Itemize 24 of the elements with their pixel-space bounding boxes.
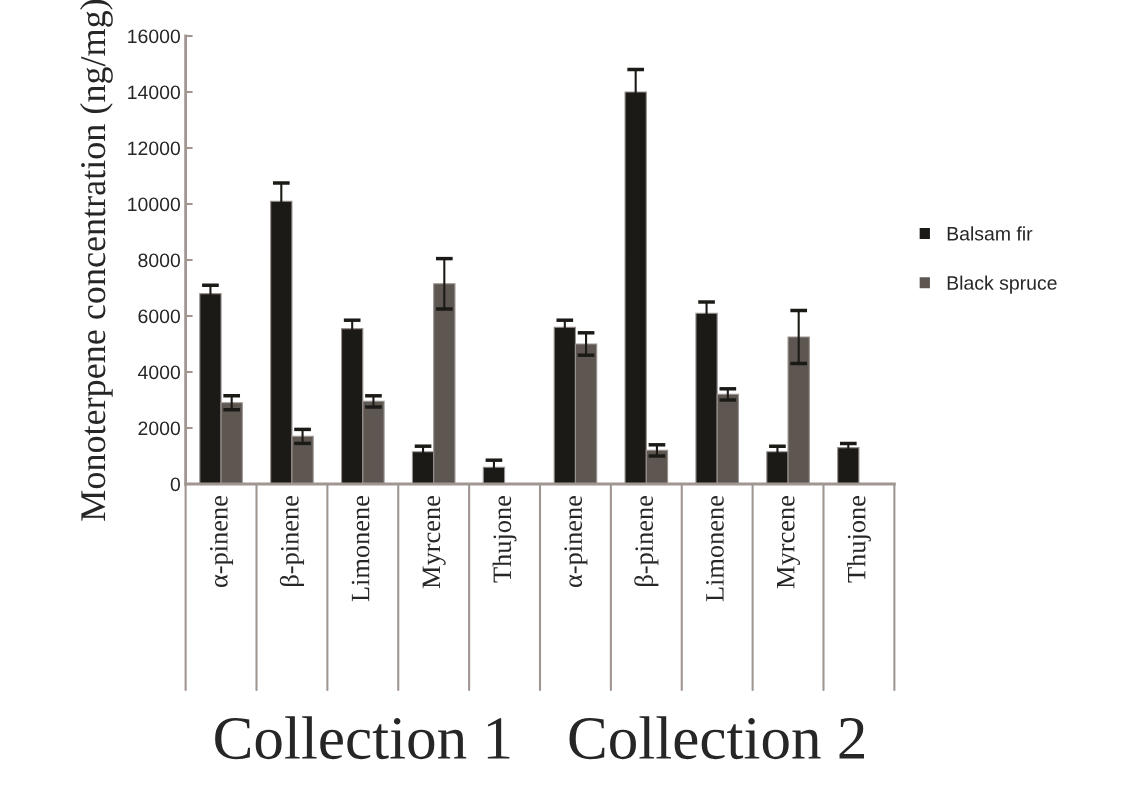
x-tick-label: β-pinene [279, 496, 305, 586]
y-tick-label: 6000 [138, 309, 181, 324]
y-tick-label: 4000 [137, 365, 181, 380]
x-tick-label: Thujone [846, 496, 871, 583]
y-tick-label: 8000 [138, 253, 181, 268]
x-tick-label: Myrcene [777, 496, 801, 589]
y-tick-label: 0 [170, 477, 180, 492]
y-tick-label: 16000 [128, 29, 181, 44]
y-tick-label: 10000 [128, 197, 181, 212]
x-tick-label: Myrcene [422, 496, 446, 589]
x-tick-label: Thujone [492, 496, 517, 583]
y-axis-title: Monoterpene concentration (ng/mg) [79, 0, 113, 521]
x-tick-label: Limonene [706, 496, 724, 602]
legend-label: Balsam fir [947, 226, 1033, 241]
x-tick-label: Limonene [351, 496, 370, 602]
legend-label: Black spruce [947, 275, 1057, 294]
y-tick-label: 14000 [128, 85, 181, 100]
text: Collection 1 [215, 716, 510, 760]
y-tick-label: 2000 [138, 421, 181, 436]
x-tick-label: α-pinene [564, 496, 588, 588]
x-tick-label: β-pinene [634, 496, 659, 586]
y-tick-label: 12000 [128, 141, 181, 156]
x-tick-label: α-pinene [209, 496, 234, 588]
text: Collection 2 [569, 716, 865, 760]
